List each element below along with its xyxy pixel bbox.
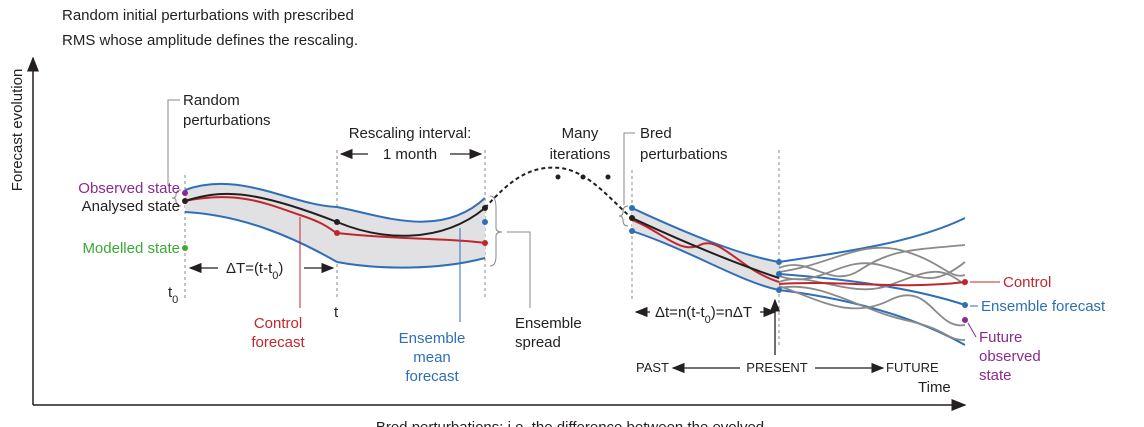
future-observed-label: Future	[979, 329, 1022, 346]
ensemble-mean-label: Ensemble	[399, 330, 466, 347]
header-line: Random initial perturbations with prescr…	[62, 7, 354, 24]
modelled-state-label: Modelled state	[82, 240, 180, 257]
header-line: RMS whose amplitude defines the rescalin…	[62, 32, 358, 49]
random-perturbations-label: perturbations	[183, 112, 271, 129]
future-label: FUTURE	[886, 360, 939, 375]
control-forecast-label: forecast	[251, 334, 305, 351]
many-iterations-label: Many	[562, 125, 599, 142]
interval-arrows	[188, 148, 885, 374]
delta-t-label: Δt=n(t-t0)=nΔT	[655, 304, 752, 326]
delta-t-close: )=nΔT	[711, 304, 752, 321]
past-label: PAST	[636, 360, 669, 375]
t0-text: t	[168, 284, 173, 301]
ensemble-spread-label: spread	[515, 334, 561, 351]
random-perturbations-label: Random	[183, 92, 240, 109]
axes	[27, 56, 967, 411]
ensemble-mean-label: mean	[413, 349, 451, 366]
ensemble-members	[778, 244, 966, 341]
state-dots	[182, 174, 968, 323]
delta-t-sub: 0	[705, 314, 711, 326]
rescaling-interval-label: Rescaling interval:	[349, 125, 472, 142]
control-label: Control	[1003, 274, 1051, 291]
x-axis-label: Time	[918, 379, 951, 396]
rescaling-interval-label: 1 month	[383, 146, 437, 163]
t-label: t	[334, 304, 339, 321]
delta-T-label: ΔT=(t-t0)	[226, 260, 283, 282]
delta-T-sub: 0	[272, 270, 278, 282]
ensemble-forecast-label: Ensemble forecast	[981, 298, 1106, 315]
t0-sub: 0	[172, 294, 178, 306]
ensemble-mean-label: forecast	[405, 368, 459, 385]
present-label: PRESENT	[746, 360, 807, 375]
delta-t-text: Δt=n(t-t	[655, 304, 705, 321]
iterations-line	[484, 166, 633, 219]
many-iterations-label: iterations	[550, 146, 611, 163]
bred-perturbations-label: Bred	[640, 125, 672, 142]
future-observed-label: observed	[979, 348, 1041, 365]
future-observed-label: state	[979, 367, 1012, 384]
footer-text: Bred perturbations: i.e. the difference …	[376, 419, 764, 427]
analysed-state-label: Analysed state	[82, 198, 180, 215]
control-forecast-label: Control	[254, 315, 302, 332]
ensemble-spread-label: Ensemble	[515, 315, 582, 332]
delta-T-close: )	[278, 260, 283, 277]
delta-T-text: ΔT=(t-t	[226, 260, 273, 277]
y-axis-label: Forecast evolution	[9, 69, 26, 192]
observed-state-label: Observed state	[78, 180, 180, 197]
analysed-line	[184, 192, 780, 279]
leaders	[167, 99, 1000, 338]
t0-label: t0	[168, 284, 178, 306]
bred-perturbations-label: perturbations	[640, 146, 728, 163]
